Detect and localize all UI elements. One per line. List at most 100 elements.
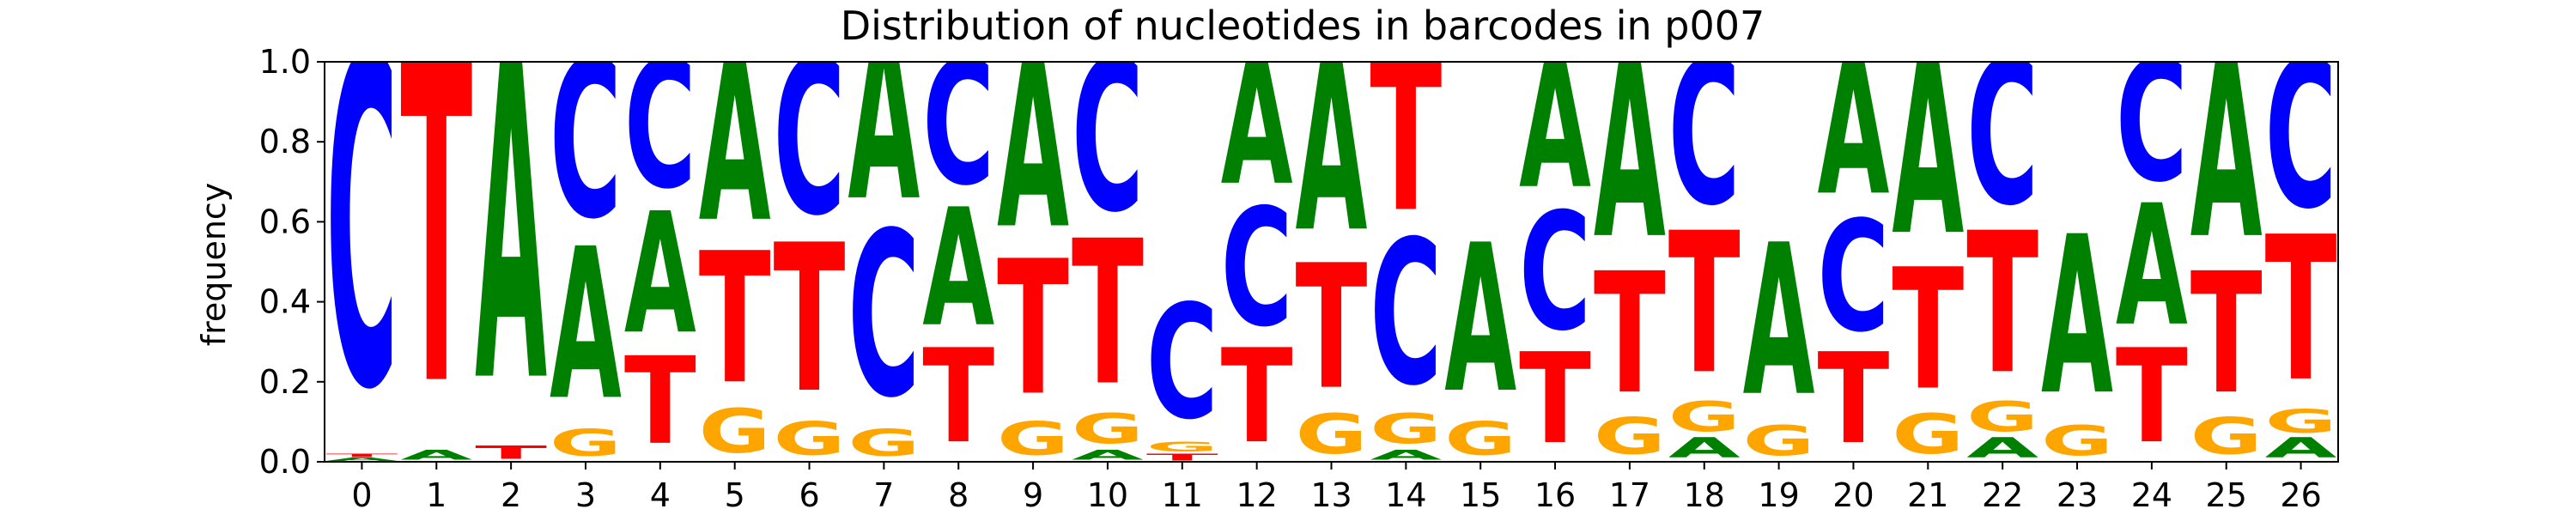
logo-letter-G-pos-10: G [1072,405,1144,453]
logo-letter-T-pos-5: T [699,214,771,424]
x-tick-label: 0 [351,476,372,514]
logo-letter-A-pos-18: A [1668,432,1741,464]
x-tick-label: 22 [1982,476,2023,514]
logo-letter-T-pos-11: T [1146,451,1219,463]
logo-letter-A-pos-12: A [1221,24,1293,223]
y-tick-label: 1.0 [259,43,311,81]
logo-letter-G-pos-17: G [1594,407,1666,466]
logo-letter-A-pos-1: A [400,447,472,464]
logo-letter-C-pos-0: C [326,0,398,490]
logo-letter-C-pos-6: C [774,16,846,264]
logo-letter-A-pos-2: A [475,0,548,482]
logo-letter-T-pos-2: T [475,442,547,464]
logo-letter-A-pos-13: A [1296,10,1368,285]
logo-letter-A-pos-8: A [922,175,994,363]
logo-letter-T-pos-16: T [1519,326,1591,472]
logo-letter-A-pos-22: A [1966,432,2038,464]
x-tick-label: 18 [1684,476,1725,514]
x-tick-label: 1 [426,476,447,514]
y-tick-label: 0.4 [259,283,311,321]
logo-letter-G-pos-21: G [1892,403,1964,467]
logo-letter-A-pos-7: A [848,0,920,252]
logo-letter-A-pos-26: A [2265,432,2337,464]
logo-letter-G-pos-25: G [2190,407,2263,466]
logo-letter-C-pos-18: C [1668,20,1741,251]
logo-letter-C-pos-4: C [624,24,696,228]
x-tick-label: 4 [650,476,671,514]
logo-letter-A-pos-24: A [2116,170,2188,364]
x-tick-label: 13 [1310,476,1352,514]
y-tick-label: 0.6 [259,203,311,240]
logo-letter-G-pos-22: G [1966,393,2038,441]
logo-letter-T-pos-24: T [2116,322,2188,472]
logo-letter-T-pos-0: T [326,452,398,457]
logo-letter-T-pos-10: T [1072,198,1144,430]
logo-letter-A-pos-9: A [997,13,1069,281]
logo-letter-C-pos-8: C [922,25,994,224]
logo-letter-T-pos-6: T [774,203,846,439]
x-tick-label: 25 [2206,476,2247,514]
logo-letter-A-pos-15: A [1444,202,1516,438]
logo-letter-T-pos-26: T [2265,194,2337,426]
x-tick-label: 8 [948,476,969,514]
logo-letter-A-pos-10: A [1072,447,1144,464]
logo-letter-A-pos-5: A [699,13,771,271]
y-tick-label: 0.8 [259,123,311,161]
logo-letter-T-pos-4: T [624,332,696,472]
logo-letter-A-pos-16: A [1519,23,1591,228]
logo-letter-T-pos-14: T [1370,17,1442,258]
logo-letter-C-pos-3: C [550,15,622,268]
logo-letter-G-pos-3: G [550,422,622,465]
chart-title: Distribution of nucleotides in barcodes … [841,3,1765,49]
logo-letter-T-pos-1: T [400,0,473,485]
logo-letter-C-pos-16: C [1519,178,1591,367]
logo-letter-G-pos-11: G [1146,439,1218,455]
logo-letter-A-pos-23: A [2041,190,2113,443]
logo-letter-G-pos-7: G [848,422,920,465]
x-tick-label: 20 [1832,476,1874,514]
logo-letter-C-pos-24: C [2116,25,2188,220]
x-tick-label: 7 [873,476,894,514]
logo-letter-G-pos-19: G [1743,416,1815,464]
logo-letter-A-pos-17: A [1594,8,1666,293]
logo-letter-T-pos-9: T [997,221,1069,437]
logo-letter-T-pos-21: T [1892,233,1964,427]
logo-letter-G-pos-6: G [774,412,846,466]
logo-letter-T-pos-13: T [1296,228,1368,427]
x-tick-label: 9 [1023,476,1043,514]
logo-letter-C-pos-14: C [1370,199,1442,430]
x-tick-label: 2 [501,476,521,514]
logo-letter-G-pos-9: G [997,412,1069,466]
logo-letter-G-pos-26: G [2265,403,2337,441]
x-tick-label: 21 [1907,476,1948,514]
x-tick-label: 6 [799,476,819,514]
logo-letter-T-pos-20: T [1818,326,1890,472]
axes: 0.00.20.40.60.81.00 1 2 3 4 5 6 7 8 9 10 11 12 13 14 15… [259,43,2339,514]
logo-letter-T-pos-22: T [1966,191,2038,416]
x-tick-label: 24 [2131,476,2172,514]
logo-letter-C-pos-11: C [1146,270,1218,454]
x-tick-label: 16 [1534,476,1576,514]
x-tick-label: 5 [725,476,745,514]
logo-letter-A-pos-21: A [1892,10,1964,290]
logo-letter-T-pos-25: T [2190,238,2263,432]
logo-letter-G-pos-5: G [699,397,771,467]
logo-letter-C-pos-26: C [2265,16,2337,253]
logo-letter-G-pos-23: G [2041,416,2113,464]
x-tick-label: 15 [1460,476,1501,514]
logo-letter-C-pos-10: C [1072,15,1144,258]
y-tick-label: 0.0 [259,443,311,481]
x-tick-label: 14 [1385,476,1426,514]
logo-letter-A-pos-20: A [1818,22,1890,237]
x-tick-label: 23 [2057,476,2098,514]
logo-letter-A-pos-14: A [1370,447,1442,464]
logo-letter-A-pos-19: A [1743,201,1815,442]
y-tick-label: 0.2 [259,363,311,401]
x-tick-label: 11 [1162,476,1203,514]
logo-letter-A-pos-0: A [326,457,398,462]
logo-letter-C-pos-22: C [1966,20,2038,251]
logo-letter-C-pos-7: C [848,184,920,448]
logo-letter-A-pos-25: A [2190,8,2263,293]
